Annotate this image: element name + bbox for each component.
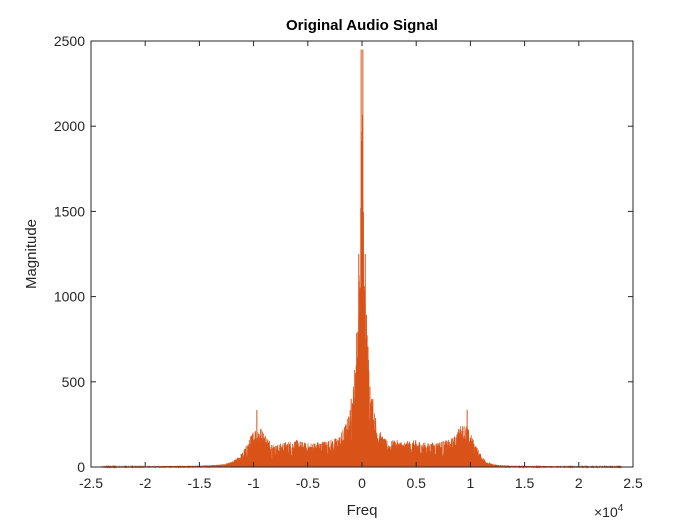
x-tick-label: -0.5 (296, 475, 320, 491)
y-tick-label: 2500 (54, 33, 85, 49)
x-tick-label: 0.5 (406, 475, 426, 491)
x-axis-exponent: ×104 (594, 503, 624, 520)
x-tick-label: 2.5 (623, 475, 643, 491)
x-tick-label: -2 (139, 475, 152, 491)
y-tick-label: 0 (77, 459, 85, 475)
x-tick-label: -2.5 (79, 475, 103, 491)
x-tick-label: 0 (358, 475, 366, 491)
x-tick-label: -1.5 (187, 475, 211, 491)
y-tick-label: 2000 (54, 118, 85, 134)
x-tick-label: 1 (467, 475, 475, 491)
x-tick-label: -1 (247, 475, 260, 491)
y-tick-label: 1500 (54, 203, 85, 219)
y-tick-label: 500 (62, 374, 86, 390)
y-axis-label: Magnitude (23, 219, 40, 289)
x-axis-label: Freq (347, 502, 378, 519)
y-tick-label: 1000 (54, 289, 85, 305)
x-tick-label: 2 (575, 475, 583, 491)
x-axis-exponent-power: 4 (618, 503, 624, 514)
chart-title: Original Audio Signal (286, 17, 438, 34)
x-tick-label: 1.5 (515, 475, 535, 491)
x-axis-exponent-base: ×10 (594, 504, 618, 520)
ticks: -2.5 -2 -1.5 -1 -0.5 0 0.5 1 1.5 2 2.5 0 500 1000 1500… (54, 33, 643, 491)
